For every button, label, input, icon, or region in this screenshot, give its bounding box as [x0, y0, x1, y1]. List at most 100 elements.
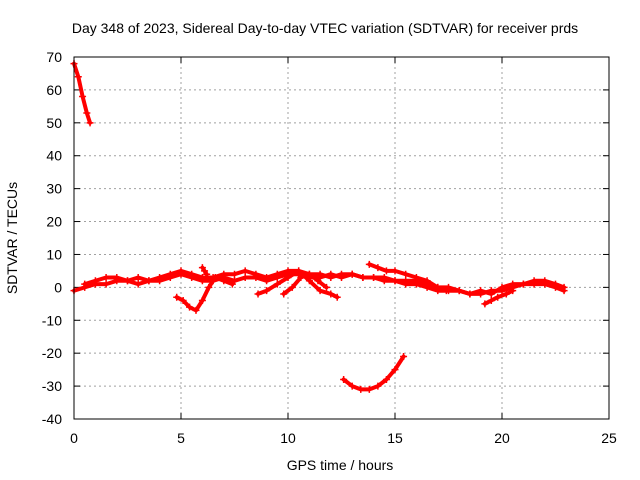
data-point [252, 270, 260, 278]
data-point [509, 287, 517, 295]
data-point [305, 270, 313, 278]
data-point [211, 273, 219, 281]
data-point [263, 287, 271, 295]
data-point [323, 283, 331, 291]
data-point [382, 376, 390, 384]
y-tick-label: 30 [46, 181, 62, 197]
data-point [487, 290, 495, 298]
data-point [145, 277, 153, 285]
data-point [348, 270, 356, 278]
x-tick-label: 0 [70, 430, 78, 446]
data-point [179, 297, 187, 305]
data-point [442, 287, 450, 295]
series-trace [281, 272, 329, 296]
grid [74, 57, 609, 419]
data-point [357, 385, 365, 393]
data-point [102, 273, 110, 281]
data-point [314, 277, 322, 285]
data-point [124, 277, 131, 285]
x-tick-label: 25 [601, 430, 617, 446]
series-spike-6 [198, 264, 211, 278]
data-point [231, 270, 238, 278]
data-point [102, 280, 110, 288]
series-low-arc [340, 352, 408, 393]
data-point [374, 264, 382, 272]
data-point [297, 273, 305, 281]
data-point [365, 260, 373, 268]
data-point [509, 280, 517, 288]
data-point [284, 273, 292, 281]
y-tick-label: 70 [46, 49, 62, 65]
data-point [198, 297, 206, 305]
data-point [86, 119, 94, 127]
data-point [284, 267, 292, 275]
data-point [481, 300, 489, 308]
data-point [382, 267, 390, 275]
data-point [273, 270, 281, 278]
data-point [305, 277, 313, 285]
y-tick-label: -40 [42, 411, 62, 427]
data-point [280, 290, 288, 298]
y-tick-label: 10 [46, 246, 62, 262]
data-point [423, 277, 431, 285]
data-point [134, 273, 142, 281]
data-point [228, 280, 236, 288]
data-point [338, 270, 345, 278]
x-tick-label: 5 [177, 430, 185, 446]
y-tick-label: -10 [42, 312, 62, 328]
data-point [91, 277, 99, 285]
data-point [348, 382, 356, 390]
data-point [273, 280, 281, 288]
x-tick-label: 20 [494, 430, 510, 446]
data-point [192, 306, 200, 314]
data-point [359, 273, 367, 281]
data-point [241, 273, 249, 281]
data-point [477, 287, 485, 295]
x-axis-label: GPS time / hours [287, 457, 394, 473]
data-point [519, 280, 527, 288]
data-point [316, 270, 324, 278]
data-point [530, 277, 538, 285]
data-point [560, 283, 568, 291]
y-tick-label: -20 [42, 345, 62, 361]
data-point [113, 273, 121, 281]
data-point [400, 352, 408, 360]
data-point [83, 109, 91, 117]
data-point [402, 277, 410, 285]
data-point [402, 270, 410, 278]
data-point [203, 270, 211, 278]
data-point [327, 290, 335, 298]
data-point [391, 366, 399, 374]
data-point [79, 92, 87, 100]
data-point [177, 267, 185, 275]
data-point [241, 267, 249, 275]
series-rising-late [365, 260, 450, 295]
data-point [81, 280, 89, 288]
data-point [295, 267, 303, 275]
data-point [134, 280, 142, 288]
data-point [74, 73, 82, 81]
data-point [205, 283, 213, 291]
data-point [455, 287, 463, 295]
y-tick-label: 0 [54, 279, 62, 295]
data-point [327, 273, 335, 281]
data-point [412, 273, 420, 281]
data-points [70, 60, 568, 393]
data-point [391, 267, 399, 275]
data-point [186, 303, 194, 311]
data-point [541, 277, 549, 285]
data-point [498, 283, 506, 291]
data-point [494, 293, 502, 301]
data-point [333, 293, 341, 301]
data-point [487, 297, 495, 305]
y-tick-label: 50 [46, 115, 62, 131]
data-point [466, 290, 474, 298]
data-point [552, 280, 559, 288]
data-point [198, 273, 206, 281]
chart-title: Day 348 of 2023, Sidereal Day-to-day VTE… [72, 20, 578, 36]
data-point [434, 283, 442, 291]
y-tick-label: -30 [42, 378, 62, 394]
y-tick-label: 20 [46, 214, 62, 230]
data-point [220, 277, 228, 285]
